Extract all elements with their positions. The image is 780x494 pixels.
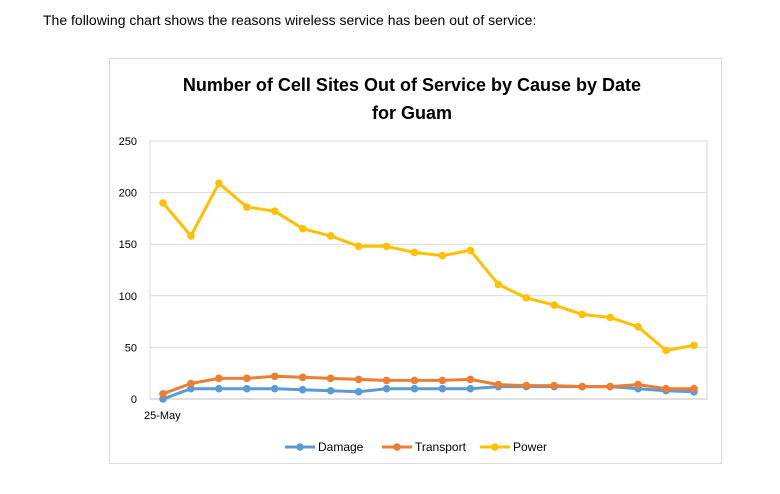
y-tick-label: 250	[119, 136, 137, 148]
chart-container: Number of Cell Sites Out of Service by C…	[109, 58, 722, 464]
data-point-power	[382, 242, 391, 251]
data-point-damage	[382, 384, 391, 393]
data-point-power	[606, 313, 614, 322]
data-point-transport	[243, 374, 251, 383]
y-tick-label: 200	[119, 188, 137, 200]
data-point-transport	[634, 380, 642, 389]
data-point-damage	[215, 384, 223, 393]
data-point-transport	[662, 384, 670, 393]
data-point-power	[215, 179, 223, 188]
data-point-power	[690, 341, 698, 350]
data-point-power	[187, 232, 195, 240]
data-point-damage	[438, 384, 447, 393]
legend-label-damage: Damage	[318, 440, 364, 454]
y-tick-label: 100	[119, 291, 137, 303]
data-point-transport	[466, 375, 475, 384]
data-point-damage	[298, 385, 307, 394]
chart-title-line-1: Number of Cell Sites Out of Service by C…	[183, 75, 641, 95]
series-line-transport	[162, 374, 694, 396]
data-point-transport	[187, 379, 195, 388]
data-point-power	[159, 199, 167, 207]
data-point-power	[354, 242, 363, 251]
data-point-damage	[270, 384, 279, 393]
x-tick-label: 25-May	[144, 410, 181, 422]
data-point-power	[634, 322, 642, 331]
data-point-transport	[382, 376, 391, 385]
data-point-damage	[243, 384, 251, 393]
data-point-power	[326, 232, 335, 240]
data-point-transport	[606, 382, 614, 391]
data-point-power	[494, 280, 503, 289]
legend-marker-transport	[393, 443, 401, 451]
y-tick-label: 0	[131, 394, 137, 406]
data-point-damage	[354, 387, 363, 396]
data-point-transport	[215, 374, 223, 383]
intro-text: The following chart shows the reasons wi…	[43, 12, 537, 28]
data-point-transport	[522, 381, 531, 390]
chart-title-line-2: for Guam	[372, 103, 452, 123]
data-point-transport	[438, 376, 447, 385]
data-point-transport	[326, 374, 335, 383]
data-point-power	[438, 251, 447, 260]
data-point-transport	[410, 376, 419, 385]
data-point-damage	[466, 384, 475, 393]
y-tick-label: 50	[125, 342, 137, 354]
data-point-power	[662, 346, 670, 355]
data-point-power	[243, 203, 251, 211]
data-point-transport	[690, 384, 698, 393]
series-line-damage	[162, 385, 695, 401]
legend-label-power: Power	[513, 440, 547, 454]
data-point-power	[550, 301, 559, 309]
data-point-damage	[410, 384, 419, 393]
data-point-power	[466, 246, 475, 255]
data-point-transport	[494, 380, 503, 389]
data-point-power	[298, 224, 307, 233]
data-point-power	[410, 248, 419, 257]
legend-marker-power	[491, 443, 499, 451]
data-point-damage	[326, 386, 335, 395]
data-point-transport	[159, 390, 167, 398]
line-chart: Number of Cell Sites Out of Service by C…	[119, 75, 708, 454]
data-point-transport	[354, 375, 363, 384]
data-point-power	[578, 310, 587, 319]
data-point-power	[270, 207, 279, 215]
data-point-transport	[550, 381, 559, 390]
legend-label-transport: Transport	[415, 440, 467, 454]
series-line-power	[161, 181, 695, 352]
legend-marker-damage	[296, 443, 304, 451]
y-tick-label: 150	[119, 239, 137, 251]
data-point-power	[522, 294, 531, 302]
data-point-transport	[298, 373, 307, 382]
data-point-transport	[578, 382, 587, 391]
data-point-transport	[270, 372, 279, 381]
plot-area	[149, 140, 708, 400]
